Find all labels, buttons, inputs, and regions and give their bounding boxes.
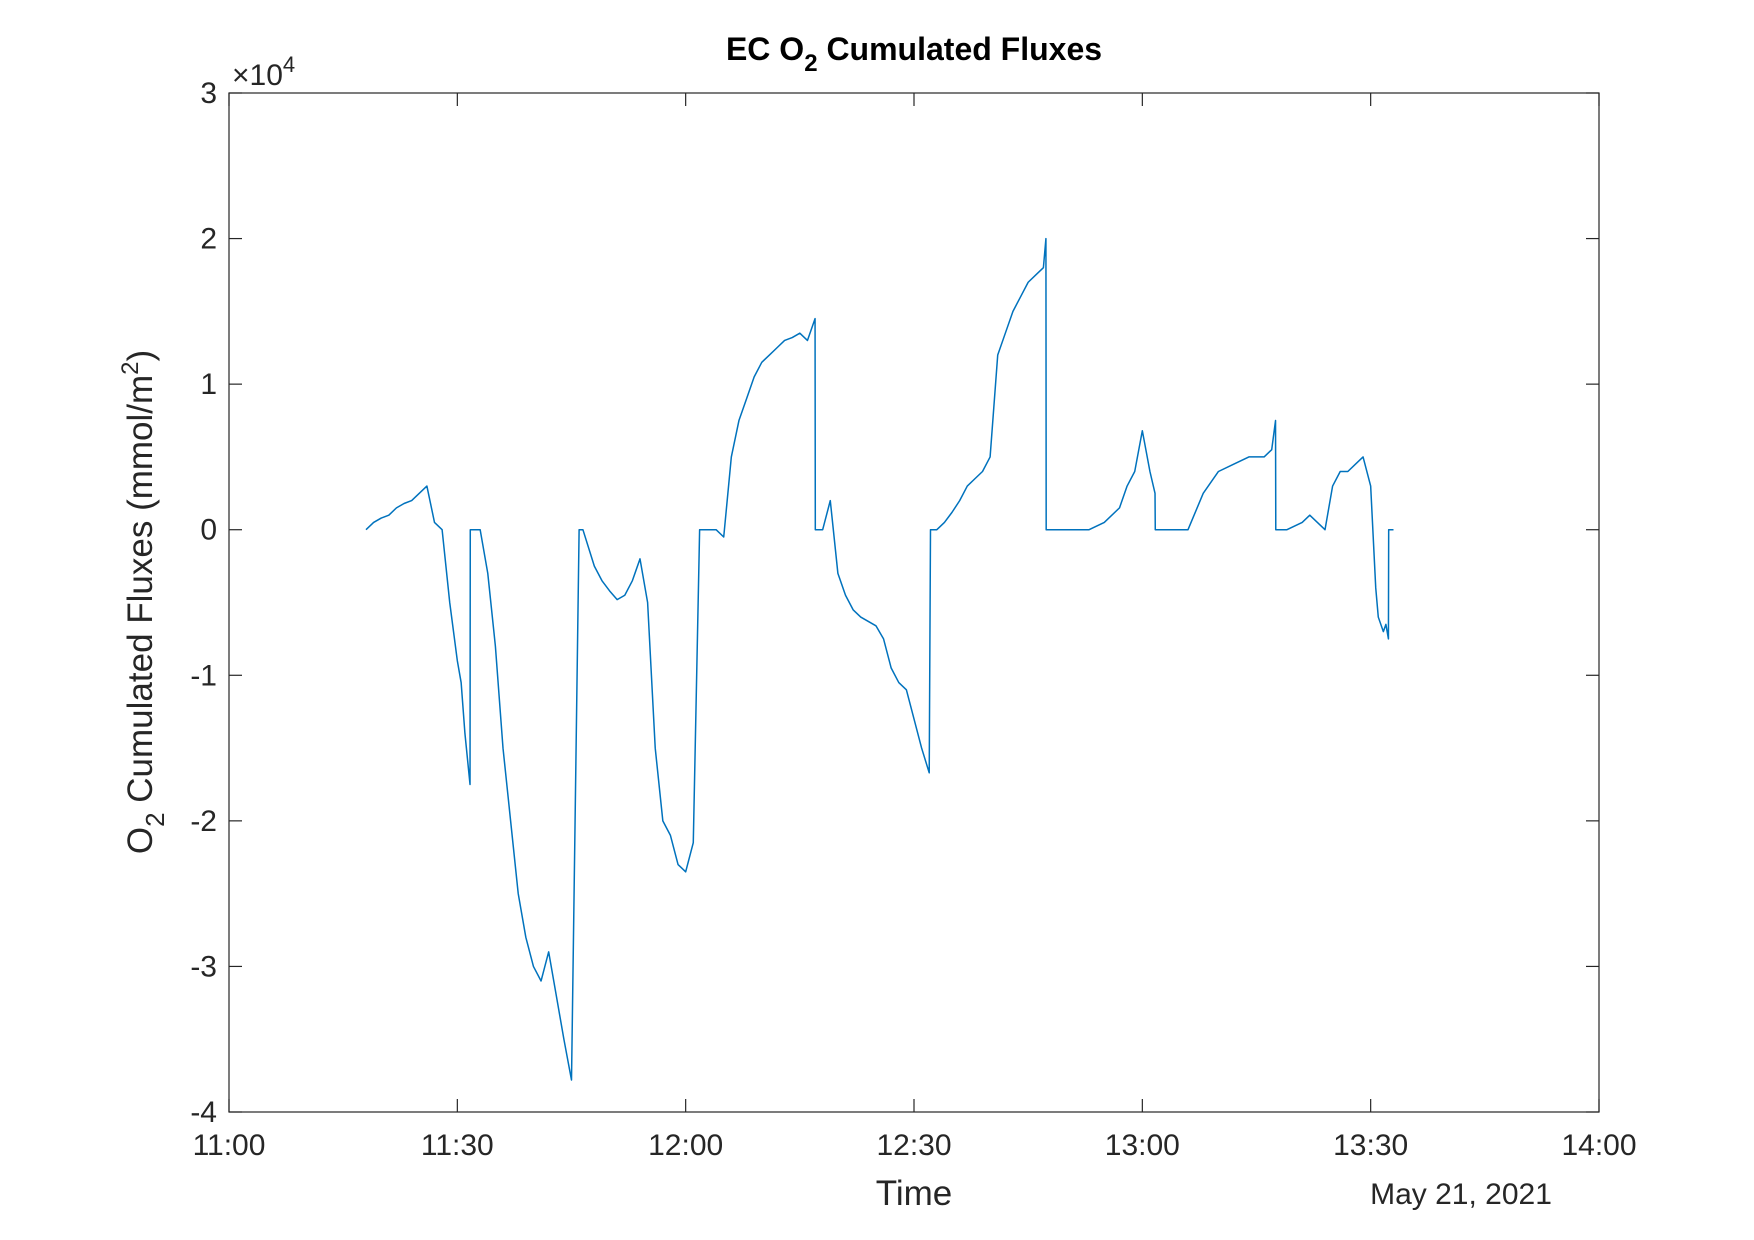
x-tick-label: 11:30 (421, 1129, 494, 1162)
y-tick-label: -3 (190, 950, 217, 983)
plot-area (228, 92, 1600, 1113)
x-tick-label: 12:00 (648, 1129, 723, 1162)
y-tick-label: 1 (200, 368, 217, 401)
y-axis: 3 2 1 0 -1 -2 -3 -4 (190, 77, 1599, 1129)
chart-title: EC O2 Cumulated Fluxes (726, 31, 1102, 77)
date-label: May 21, 2021 (1370, 1178, 1552, 1211)
y-tick-label: -4 (190, 1096, 217, 1129)
y-tick-label: 3 (200, 77, 217, 110)
x-tick-label: 13:30 (1333, 1129, 1408, 1162)
x-tick-label: 13:00 (1105, 1129, 1180, 1162)
x-tick-label: 11:00 (193, 1129, 266, 1162)
x-tick-label: 14:00 (1561, 1129, 1636, 1162)
y-axis-label: O2 Cumulated Fluxes (mmol/m2) (117, 350, 170, 854)
y-tick-label: 2 (200, 223, 217, 256)
y-exponent: ×104 (232, 52, 295, 92)
x-tick-label: 12:30 (876, 1129, 951, 1162)
x-axis: 11:00 11:30 12:00 12:30 13:00 13:30 14:00 (193, 93, 1637, 1162)
y-tick-label: -2 (190, 805, 217, 838)
y-tick-label: -1 (190, 659, 217, 692)
x-axis-label: Time (876, 1174, 952, 1213)
y-tick-label: 0 (200, 514, 217, 547)
series-line (365, 237, 1394, 1081)
